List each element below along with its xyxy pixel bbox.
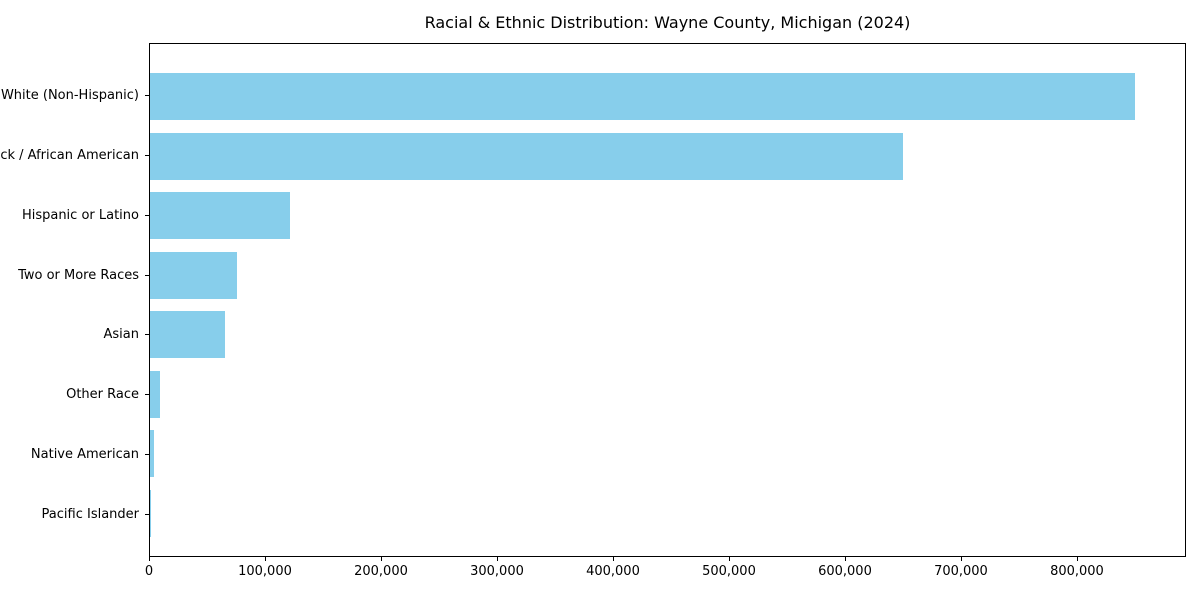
x-tick-label: 600,000	[818, 564, 872, 579]
y-tick-label: Hispanic or Latino	[21, 207, 139, 223]
bar	[150, 251, 237, 299]
y-tick-label: Two or More Races	[18, 267, 139, 283]
y-tick-row: Pacific Islander	[0, 484, 149, 544]
y-tick-row: Hispanic or Latino	[0, 186, 149, 246]
bar-row	[150, 186, 1185, 246]
y-tick-label: Black / African American	[0, 148, 139, 164]
bar-row	[150, 246, 1185, 306]
x-tick-mark	[496, 557, 498, 561]
x-tick-mark	[844, 557, 846, 561]
y-tick-mark	[145, 155, 149, 157]
y-tick-mark	[145, 513, 149, 515]
y-tick-mark	[145, 334, 149, 336]
bar-row	[150, 365, 1185, 425]
y-tick-row: Asian	[0, 305, 149, 365]
bar	[150, 311, 226, 359]
x-tick-mark	[960, 557, 962, 561]
bar	[150, 370, 161, 418]
chart-title: Racial & Ethnic Distribution: Wayne Coun…	[424, 13, 911, 32]
y-tick-row: Two or More Races	[0, 245, 149, 305]
bar	[150, 132, 903, 180]
bar-row	[150, 424, 1185, 484]
x-tick-mark	[612, 557, 614, 561]
bar-row	[150, 67, 1185, 127]
bar-row	[150, 305, 1185, 365]
y-tick-label: White (Non-Hispanic)	[0, 88, 139, 104]
y-axis: White (Non-Hispanic) Black / African Amer…	[0, 43, 149, 557]
y-tick-row: Black / African American	[0, 126, 149, 186]
y-tick-row: Native American	[0, 425, 149, 485]
y-tick-label: Native American	[30, 446, 139, 462]
bar-row	[150, 484, 1185, 544]
y-tick-mark	[145, 95, 149, 97]
y-tick-label: Pacific Islander	[41, 506, 139, 522]
x-tick-label: 0	[144, 564, 154, 579]
y-tick-mark	[145, 274, 149, 276]
x-axis: 0 100,000 200,000 300,000 400,000 500,000 600,…	[145, 556, 1186, 590]
x-tick-label: 400,000	[586, 564, 640, 579]
y-tick-row: White (Non-Hispanic)	[0, 66, 149, 126]
bar	[150, 192, 291, 240]
x-tick-mark	[149, 557, 150, 561]
x-tick-mark	[380, 557, 382, 561]
x-tick-label: 700,000	[934, 564, 988, 579]
y-tick-mark	[145, 394, 149, 396]
x-tick-label: 100,000	[238, 564, 292, 579]
x-tick-label: 800,000	[1050, 564, 1104, 579]
bar	[150, 73, 1136, 121]
bar	[150, 489, 151, 537]
plot-area	[149, 43, 1186, 557]
bars-container	[150, 44, 1185, 556]
y-tick-label: Asian	[103, 327, 139, 343]
y-tick-row: Other Race	[0, 365, 149, 425]
x-tick-label: 300,000	[470, 564, 524, 579]
y-tick-mark	[145, 453, 149, 455]
x-tick-label: 500,000	[702, 564, 756, 579]
x-tick-mark	[728, 557, 730, 561]
bar	[150, 430, 155, 478]
x-tick-label: 200,000	[354, 564, 408, 579]
x-tick-mark	[264, 557, 266, 561]
bar-row	[150, 127, 1185, 187]
y-tick-label: Other Race	[66, 387, 139, 403]
y-tick-mark	[145, 214, 149, 216]
x-tick-mark	[1076, 557, 1078, 561]
